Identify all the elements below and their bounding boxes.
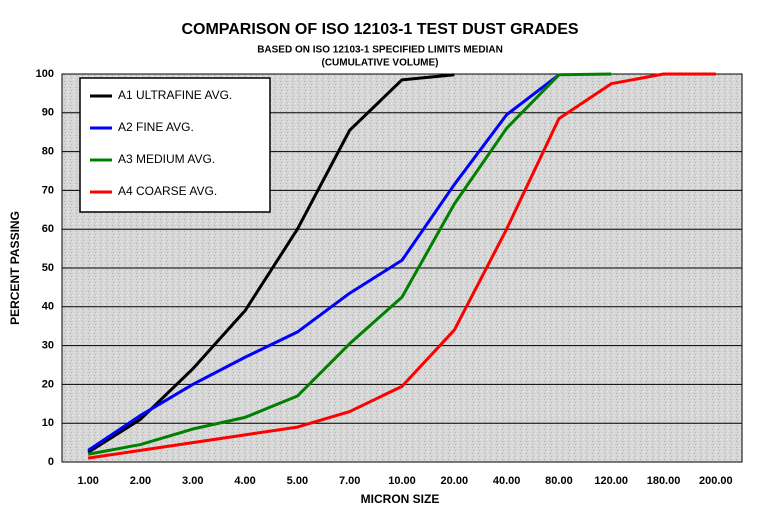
- y-tick-label: 50: [42, 262, 54, 274]
- y-tick-label: 80: [42, 146, 54, 158]
- legend-label: A4 COARSE AVG.: [118, 184, 217, 198]
- x-tick-label: 7.00: [339, 475, 360, 487]
- x-tick-label: 2.00: [130, 475, 151, 487]
- y-axis-label: PERCENT PASSING: [8, 211, 22, 325]
- legend-box: [79, 77, 271, 213]
- subtitle: BASED ON ISO 12103-1 SPECIFIED LIMITS ME…: [257, 45, 503, 56]
- legend-label: A2 FINE AVG.: [118, 120, 194, 134]
- y-tick-label: 90: [42, 107, 54, 119]
- x-tick-label: 120.00: [594, 475, 628, 487]
- y-tick-label: 30: [42, 340, 54, 352]
- x-axis-label: MICRON SIZE: [361, 492, 440, 506]
- y-tick-label: 70: [42, 184, 54, 196]
- legend-label: A3 MEDIUM AVG.: [118, 152, 215, 166]
- x-tick-label: 180.00: [647, 475, 681, 487]
- x-tick-label: 10.00: [388, 475, 416, 487]
- y-tick-label: 10: [42, 417, 54, 429]
- y-tick-label: 100: [36, 68, 54, 80]
- data-line: [87, 72, 612, 456]
- subtitle: (CUMULATIVE VOLUME): [321, 58, 438, 69]
- x-tick-label: 200.00: [699, 475, 733, 487]
- x-tick-label: 20.00: [441, 475, 469, 487]
- legend-label: A1 ULTRAFINE AVG.: [118, 88, 232, 102]
- x-tick-label: 5.00: [287, 475, 308, 487]
- x-tick-label: 3.00: [182, 475, 203, 487]
- y-tick-label: 20: [42, 378, 54, 390]
- chart-title: COMPARISON OF ISO 12103-1 TEST DUST GRAD…: [181, 21, 578, 38]
- y-tick-label: 0: [48, 456, 54, 468]
- data-line: [87, 73, 560, 452]
- y-tick-label: 60: [42, 223, 54, 235]
- data-line: [87, 72, 716, 460]
- y-tick-label: 40: [42, 301, 54, 313]
- x-tick-label: 80.00: [545, 475, 573, 487]
- x-tick-label: 1.00: [77, 475, 98, 487]
- x-tick-label: 4.00: [234, 475, 255, 487]
- x-tick-label: 40.00: [493, 475, 521, 487]
